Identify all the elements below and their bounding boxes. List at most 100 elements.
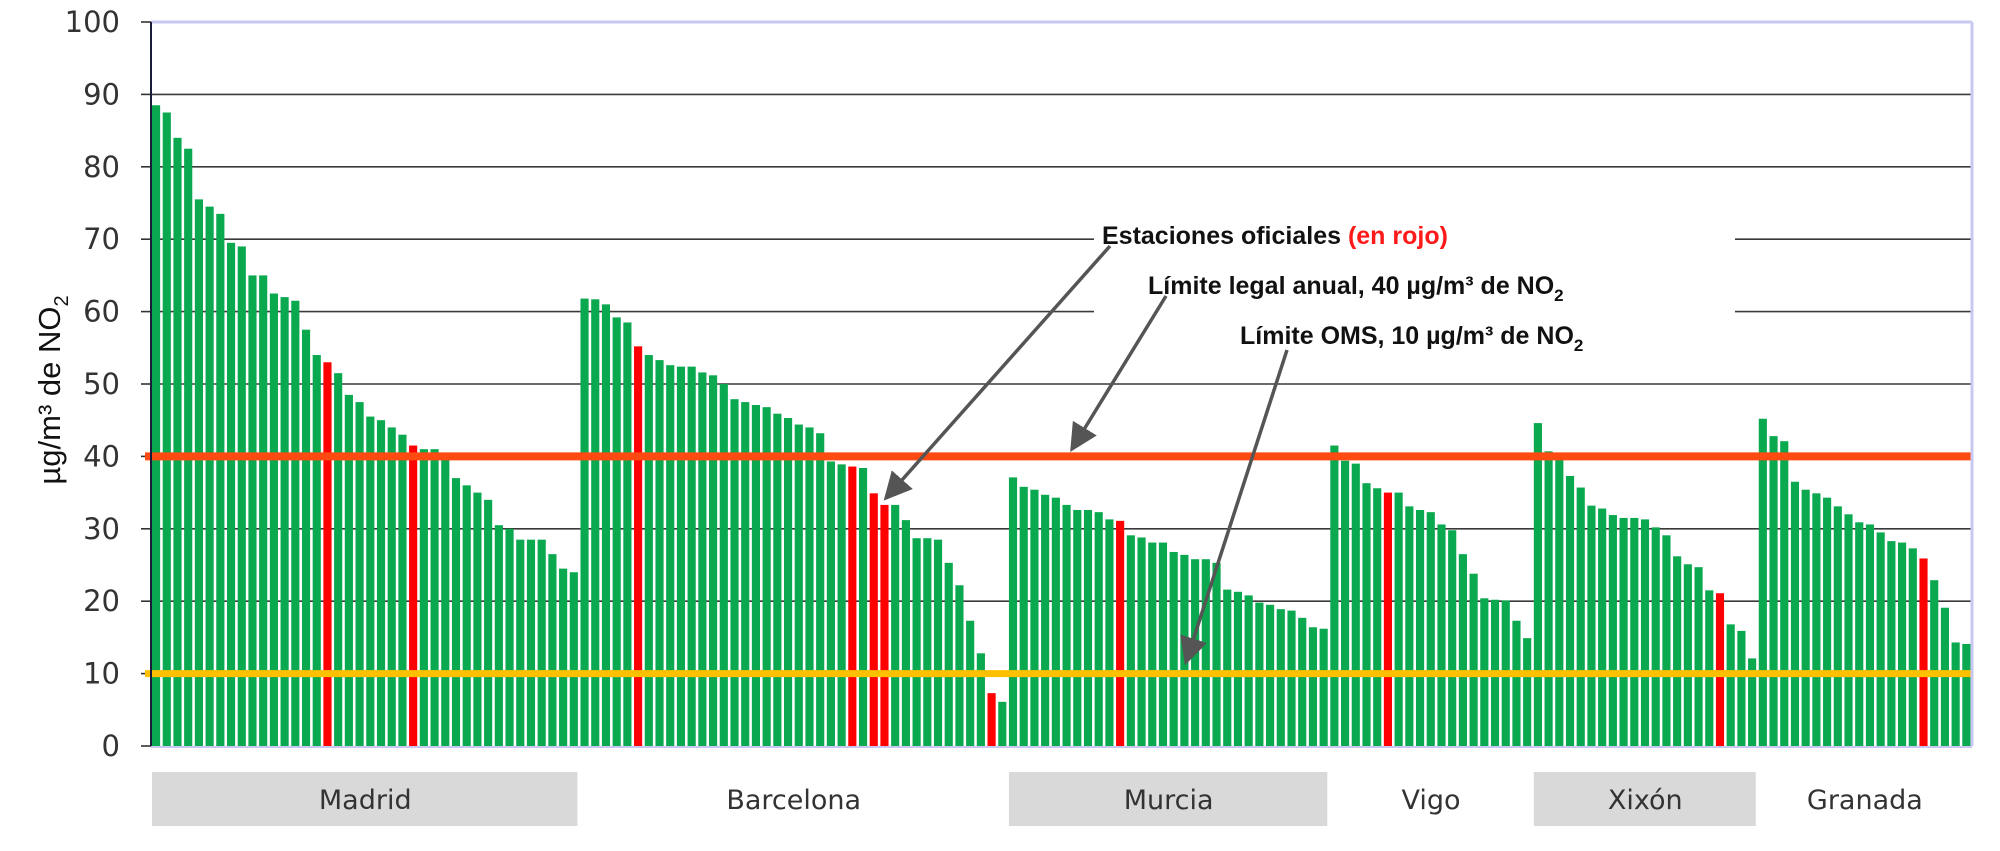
bar-station	[559, 568, 568, 746]
bar-station	[1758, 418, 1767, 746]
bar-station	[494, 525, 503, 746]
bar-station	[344, 394, 353, 746]
bar-station	[709, 375, 718, 746]
bar-station	[441, 452, 450, 746]
annotation-legal-limit: Límite legal anual, 40 µg/m³ de NO2	[1148, 272, 1564, 305]
bar-station	[569, 572, 578, 746]
bar-station	[376, 420, 386, 746]
bar-station	[1587, 505, 1596, 746]
bar-station	[280, 297, 289, 746]
bar-station	[1373, 488, 1382, 746]
bar-station	[1287, 610, 1296, 746]
bar-station	[194, 199, 203, 746]
bar-station	[1148, 542, 1157, 746]
bar-station	[537, 539, 546, 746]
bar-station	[1855, 522, 1864, 746]
bar-station	[1276, 609, 1285, 746]
annotation-official-stations: Estaciones oficiales (en rojo)	[1102, 222, 1448, 250]
bar-station	[1351, 463, 1360, 746]
bar-station	[655, 360, 664, 746]
bar-station	[933, 539, 943, 746]
bar-station	[1308, 627, 1318, 746]
bar-station	[1319, 628, 1328, 746]
bar-station	[1458, 554, 1467, 746]
y-axis-ticks: 0 10 20 30 40 50 60 70 80 90 100	[65, 5, 151, 763]
bar-station	[1962, 643, 1971, 746]
bar-station	[837, 464, 846, 746]
bars	[152, 105, 1971, 747]
bar-station	[1930, 580, 1939, 746]
bar-station	[205, 206, 214, 746]
bar-station	[612, 317, 621, 746]
city-band-0	[152, 772, 578, 826]
bar-station	[666, 365, 675, 746]
bar-station	[269, 293, 278, 746]
city-band-4	[1533, 772, 1756, 826]
city-band-2	[1008, 772, 1328, 826]
bar-station	[976, 653, 985, 746]
city-label: Granada	[1807, 785, 1923, 816]
bar-station	[387, 427, 396, 746]
y-tick-label: 10	[83, 657, 120, 691]
bar-station	[1844, 514, 1853, 746]
bar-station	[955, 585, 964, 746]
bar-station	[526, 539, 536, 746]
bar-station	[805, 427, 814, 746]
bar-station	[1233, 591, 1243, 746]
plot-frame	[150, 20, 1974, 748]
y-tick-label: 20	[83, 584, 120, 618]
bar-official-station	[634, 346, 643, 746]
bar-station	[1951, 642, 1960, 746]
bar-station	[1448, 530, 1457, 746]
bar-station	[216, 213, 225, 747]
bar-station	[1662, 535, 1671, 746]
bar-station	[816, 433, 825, 746]
bar-station	[1191, 559, 1200, 746]
bar-station	[1469, 573, 1478, 746]
bar-station	[1533, 423, 1542, 746]
reference-lines	[145, 452, 1972, 678]
bar-station	[591, 299, 600, 746]
bar-station	[451, 478, 461, 746]
bar-official-station	[848, 466, 857, 746]
bar-station	[751, 404, 760, 746]
bar-station	[1105, 519, 1114, 746]
y-tick-label: 60	[83, 295, 120, 329]
bar-station	[1801, 489, 1810, 746]
bar-station	[698, 372, 707, 746]
bar-station	[1737, 630, 1746, 746]
bar-station	[676, 366, 686, 746]
bar-station	[462, 485, 471, 746]
y-tick-label: 70	[83, 222, 120, 256]
bar-station	[1630, 517, 1639, 746]
bar-station	[1640, 519, 1650, 746]
bar-official-station	[869, 493, 878, 746]
bar-station	[1748, 658, 1757, 746]
bar-station	[1555, 454, 1564, 746]
bar-station	[173, 137, 182, 747]
bar-station	[484, 499, 493, 746]
bar-station	[1341, 460, 1350, 746]
bar-station	[730, 399, 739, 746]
bar-station	[1565, 475, 1575, 746]
bar-station	[1126, 535, 1135, 746]
bar-station	[1083, 509, 1093, 746]
bar-official-station	[409, 445, 418, 746]
bar-station	[687, 366, 696, 746]
bar-station	[773, 413, 782, 746]
bar-station	[516, 539, 525, 746]
bar-station	[1790, 481, 1800, 746]
bar-station	[966, 620, 975, 746]
bar-station	[901, 520, 910, 746]
bar-official-station	[1383, 492, 1392, 746]
annotation-who-limit: Límite OMS, 10 µg/m³ de NO2	[1240, 322, 1583, 355]
bar-station	[1683, 564, 1692, 746]
bar-station	[1898, 542, 1907, 746]
bar-station	[355, 402, 364, 746]
bar-official-station	[1116, 520, 1125, 746]
bar-official-station	[323, 362, 332, 746]
bar-station	[312, 355, 321, 746]
arrow-legal-limit	[1070, 295, 1168, 452]
y-tick-label: 90	[83, 77, 120, 111]
bar-station	[923, 538, 932, 746]
